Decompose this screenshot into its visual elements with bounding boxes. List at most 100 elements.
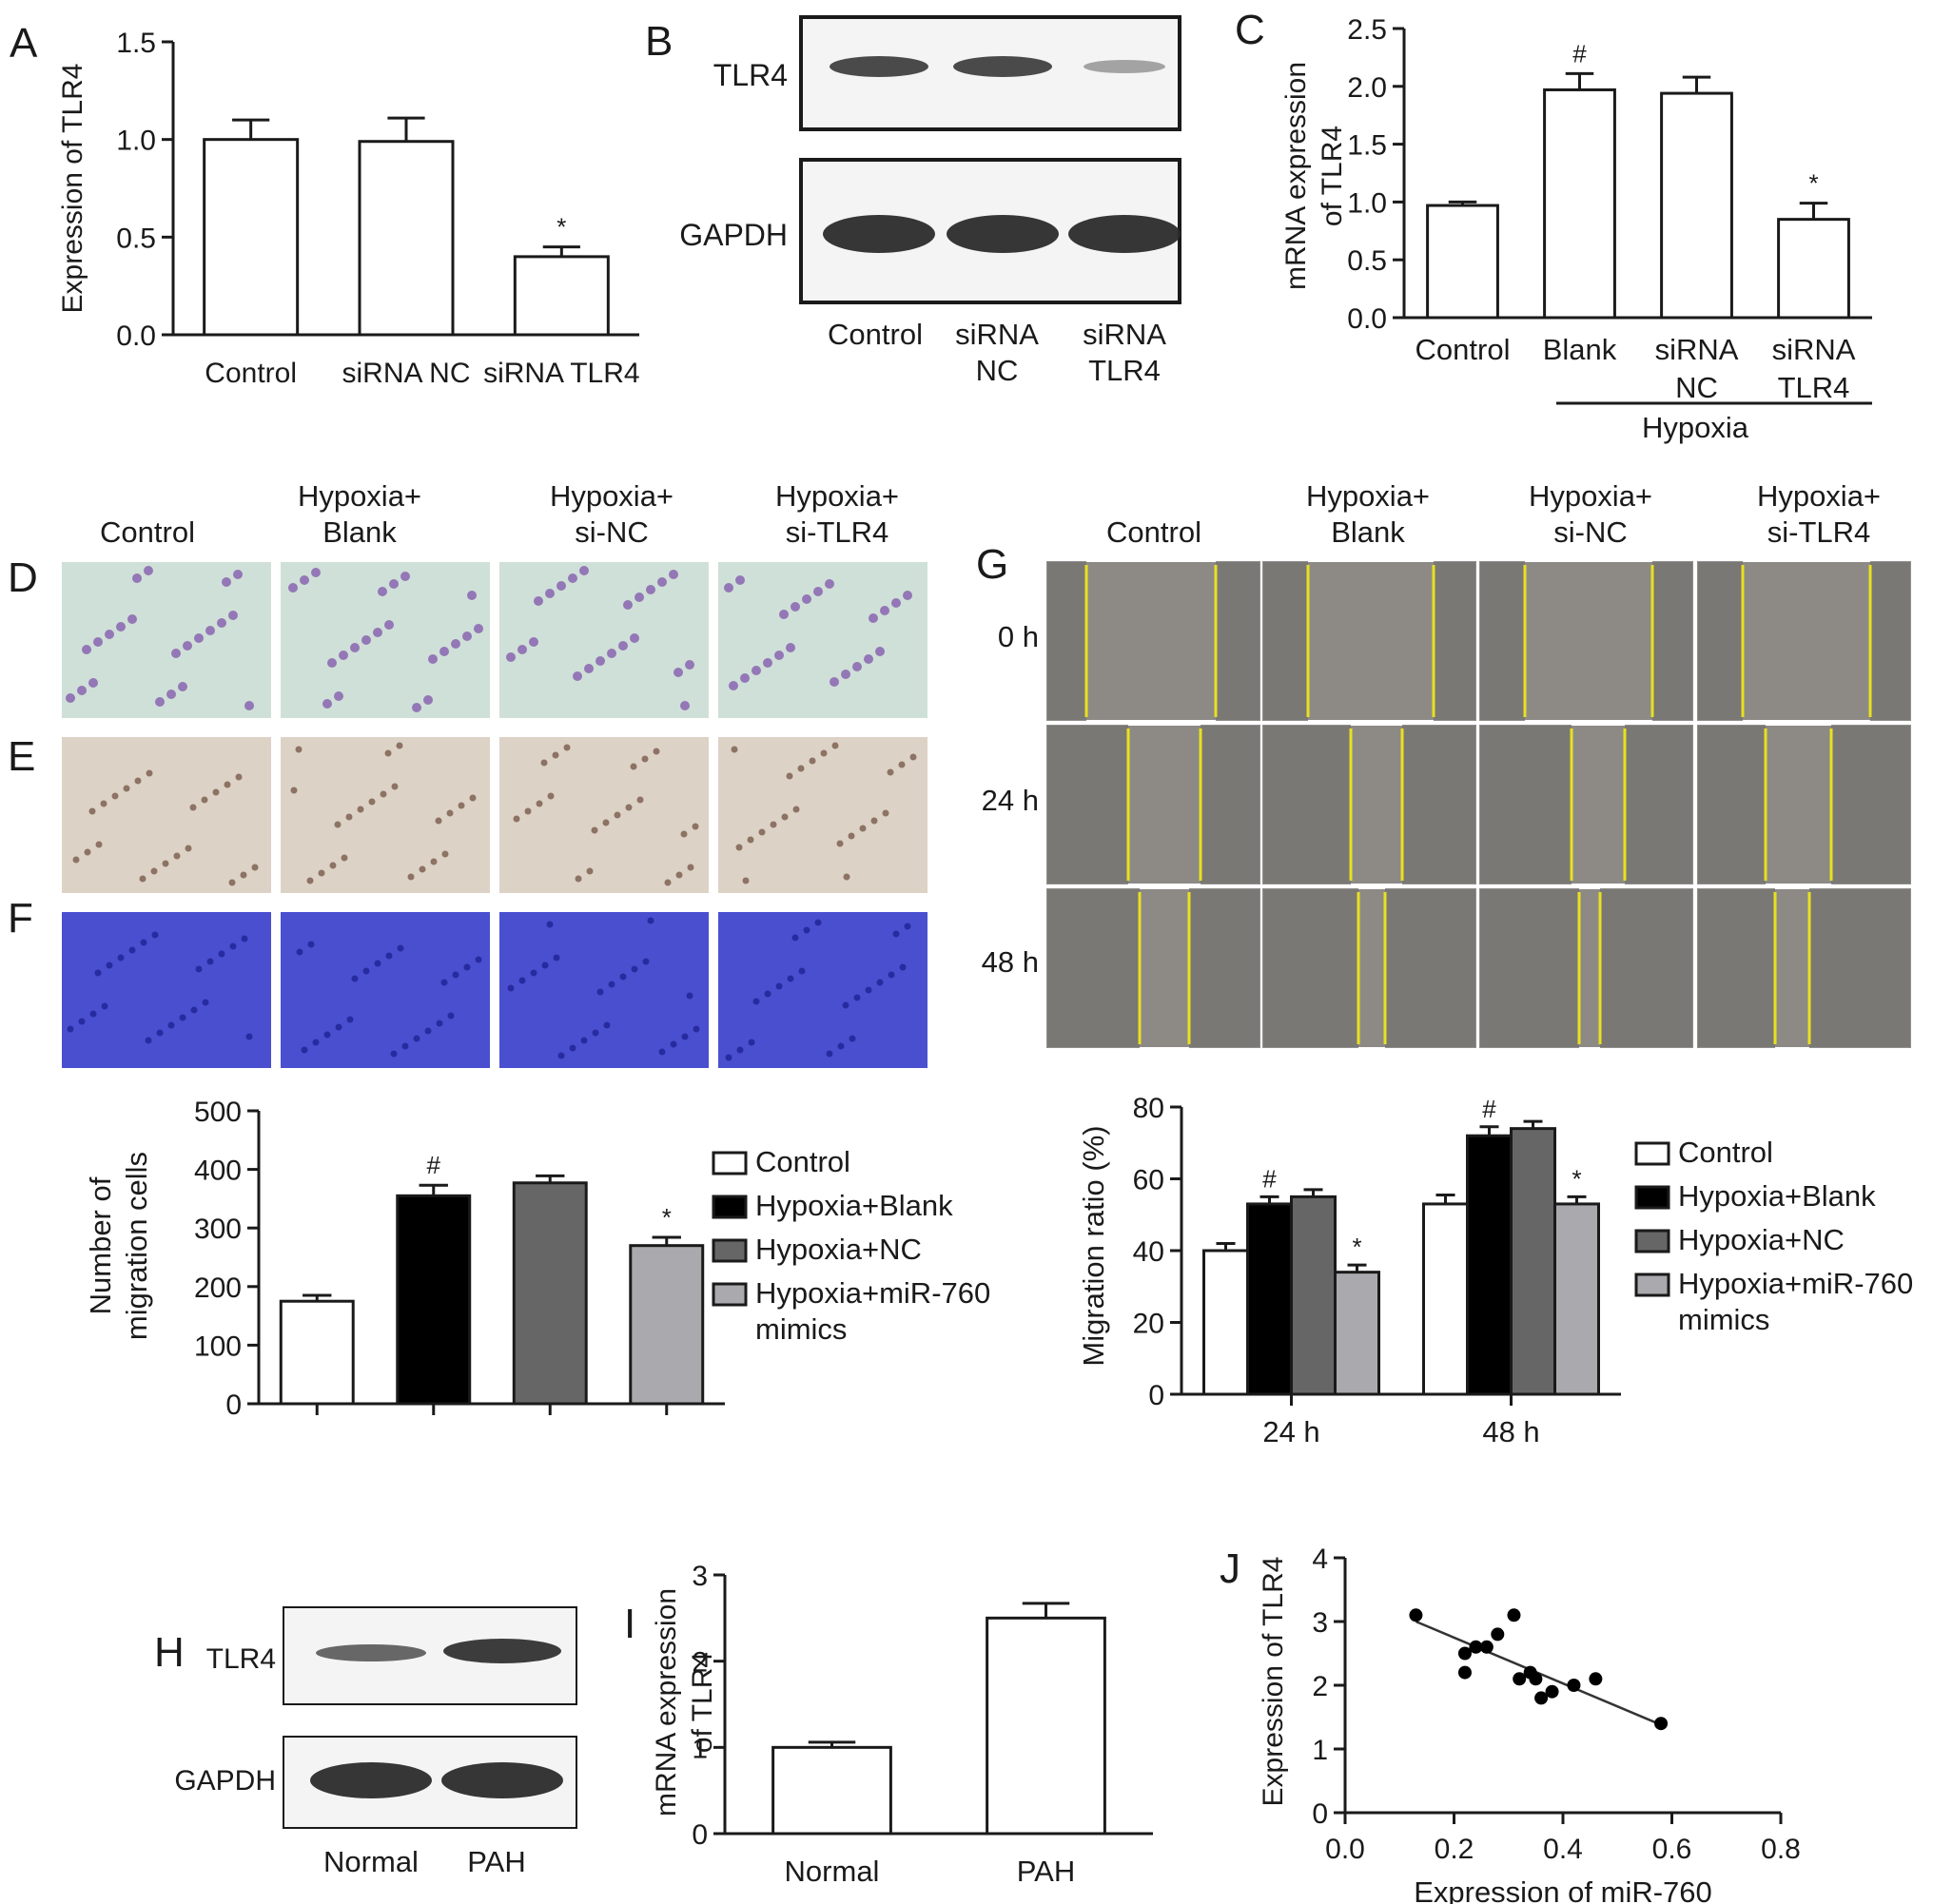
x-tick-label: TLR4 <box>1778 371 1850 404</box>
cell-mark <box>781 813 789 821</box>
x-tick-label: Control <box>205 358 297 389</box>
cell-mark <box>882 809 889 817</box>
y-tick-label: 1.5 <box>116 28 156 59</box>
cell-mark <box>646 585 655 594</box>
cell-mark <box>447 1012 455 1020</box>
cell-mark <box>748 1039 755 1046</box>
panel-letter-e: E <box>8 733 35 780</box>
group-label: Hypoxia <box>1642 411 1749 444</box>
cell-layer <box>1262 888 1358 1048</box>
blot-b-lane-label: Control <box>828 318 923 351</box>
micrograph-tile <box>60 560 273 720</box>
cell-layer <box>1809 888 1911 1048</box>
micrograph-column-label: Hypoxia+ <box>550 479 674 513</box>
cell-mark <box>875 647 885 656</box>
y-tick-label: 100 <box>194 1331 242 1362</box>
significance-mark: * <box>662 1203 672 1232</box>
cell-mark <box>351 975 359 982</box>
micrograph-column-label: si-NC <box>575 515 649 549</box>
micrograph-grid-def: Control Hypoxia+ Blank Hypoxia+ si-NC Hy… <box>60 479 929 1070</box>
cell-mark <box>66 693 75 703</box>
y-tick-label: 20 <box>1133 1309 1164 1340</box>
cell-mark <box>235 773 243 781</box>
cell-mark <box>731 746 738 753</box>
cell-mark <box>692 823 699 830</box>
micrograph-tile <box>716 735 929 895</box>
legend-label: Hypoxia+NC <box>1678 1223 1845 1256</box>
legend-label: Control <box>755 1145 850 1178</box>
cell-mark <box>95 841 103 848</box>
legend-label: Control <box>1678 1136 1773 1169</box>
cell-mark <box>335 1023 342 1031</box>
cell-mark <box>657 577 667 587</box>
cell-mark <box>357 806 364 813</box>
cell-mark <box>296 948 303 956</box>
cell-mark <box>513 815 520 823</box>
data-point <box>1513 1672 1527 1686</box>
bar <box>1466 1134 1513 1396</box>
cell-mark <box>217 618 226 628</box>
bar <box>1660 91 1733 320</box>
cell-mark <box>876 979 884 986</box>
blot-b-lane-label: TLR4 <box>1088 354 1161 387</box>
cell-mark <box>474 624 483 633</box>
y-tick-label: 1 <box>1312 1735 1328 1766</box>
cell-mark <box>341 854 348 862</box>
cell-mark <box>556 581 566 591</box>
cell-mark <box>899 963 907 971</box>
legend-label: Hypoxia+NC <box>755 1233 922 1266</box>
y-tick-label: 200 <box>194 1273 242 1304</box>
cell-mark <box>618 641 628 651</box>
cell-mark <box>78 1018 86 1025</box>
cell-mark <box>84 848 91 856</box>
cell-mark <box>680 701 690 710</box>
x-tick-label: Blank <box>1543 333 1617 366</box>
cell-mark <box>329 862 337 869</box>
legend-label: Hypoxia+miR-760 <box>1678 1267 1913 1300</box>
data-point <box>1507 1608 1521 1622</box>
blot-b-lane-label: siRNA <box>955 318 1039 351</box>
significance-mark: * <box>1352 1233 1361 1261</box>
cell-mark <box>596 988 604 996</box>
cell-mark <box>452 971 459 979</box>
bar <box>279 1299 355 1406</box>
bar <box>203 138 300 337</box>
cell-mark <box>441 850 449 858</box>
data-point <box>1491 1627 1505 1642</box>
cell-mark <box>423 695 433 705</box>
cell-mark <box>72 856 80 864</box>
y-tick-label: 500 <box>194 1097 242 1128</box>
cell-mark <box>151 931 159 939</box>
cell-mark <box>843 873 850 881</box>
cell-mark <box>814 919 822 926</box>
y-tick-label: 2.5 <box>1347 14 1387 46</box>
y-axis-title: Expression of TLR4 <box>57 64 88 314</box>
cell-mark <box>334 821 342 828</box>
cell-layer <box>1479 725 1572 884</box>
cell-mark <box>89 1010 97 1018</box>
cell-mark <box>150 867 158 875</box>
y-tick-label: 0.0 <box>1347 303 1387 335</box>
y-tick-label: 2.0 <box>1347 72 1387 104</box>
cell-mark <box>106 962 113 969</box>
cell-mark <box>462 631 472 641</box>
cell-mark <box>436 1020 443 1027</box>
cell-mark <box>584 664 594 673</box>
cell-mark <box>591 826 598 834</box>
y-axis-title: of TLR4 <box>1317 126 1348 226</box>
cell-mark <box>244 701 254 710</box>
panel-letter-f: F <box>8 895 33 942</box>
cell-mark <box>642 958 650 965</box>
cell-mark <box>608 981 615 988</box>
cell-mark <box>413 1035 420 1042</box>
bar <box>1334 1271 1380 1396</box>
cell-mark <box>368 798 376 806</box>
blot-h-lane-label: PAH <box>467 1845 525 1878</box>
cell-mark <box>451 639 460 649</box>
blot-band <box>310 1762 432 1798</box>
cell-mark <box>397 944 404 952</box>
cell-mark <box>218 950 225 958</box>
cell-layer <box>1385 888 1476 1048</box>
micrograph-column-label: Hypoxia+ <box>1757 479 1881 513</box>
